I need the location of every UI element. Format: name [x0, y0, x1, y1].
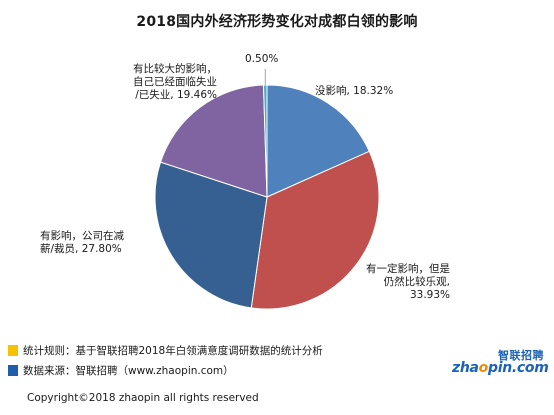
slice-label-line: 自己已经面临失业: [133, 76, 217, 88]
logo-accent-letter: o: [478, 360, 489, 376]
slice-label-line: 33.93%: [409, 289, 450, 301]
slice-label-0: 没影响, 18.32%: [315, 85, 393, 98]
blue-square-icon: [8, 365, 18, 376]
logo-en-text: zhaopin.com: [452, 360, 549, 376]
slice-label-line: /已失业, 19.46%: [135, 89, 217, 101]
footer-source-text: 数据来源：智联招聘（www.zhaopin.com）: [23, 365, 234, 377]
chart-title: 2018国内外经济形势变化对成都白领的影响: [136, 14, 418, 30]
zhaopin-logo: 智联招聘 zhaopin.com: [450, 347, 549, 377]
pie-slice-1: [250, 150, 380, 310]
slice-label-line: 薪/裁员, 27.80%: [40, 243, 122, 255]
copyright: Copyright©2018 zhaopin all rights reserv…: [27, 392, 259, 404]
slice-label-3: 有比较大的影响， 自己已经面临失业/已失业, 19.46%: [105, 63, 217, 102]
pie-slice-0: [266, 84, 370, 198]
slice-label-1: 有一定影响，但是 仍然比较乐观, 33.93%: [345, 263, 450, 302]
slice-label-line: 0.50%: [245, 53, 279, 65]
logo-cn-text: 智联招聘: [498, 349, 544, 362]
footer-source: 数据来源：智联招聘（www.zhaopin.com）: [8, 363, 234, 378]
pie-slice-2: [154, 161, 268, 309]
slice-label-2: 有影响，公司在减 薪/裁员, 27.80%: [40, 230, 124, 256]
slice-label-line: 仍然比较乐观,: [383, 276, 450, 288]
slice-label-line: 有影响，公司在减: [40, 230, 124, 242]
footer-rule: 统计规则：基于智联招聘2018年白领满意度调研数据的统计分析: [8, 343, 323, 358]
slice-label-4: 0.50%: [245, 53, 278, 66]
pie-slice-4: [262, 84, 268, 198]
slice-label-line: 有一定影响，但是: [366, 263, 450, 275]
footer-rule-text: 统计规则：基于智联招聘2018年白领满意度调研数据的统计分析: [23, 345, 323, 357]
slice-label-line: 有比较大的影响，: [133, 63, 217, 75]
slice-label-line: 没影响, 18.32%: [315, 85, 394, 97]
pie-slice-3: [159, 84, 268, 198]
yellow-square-icon: [8, 345, 18, 356]
